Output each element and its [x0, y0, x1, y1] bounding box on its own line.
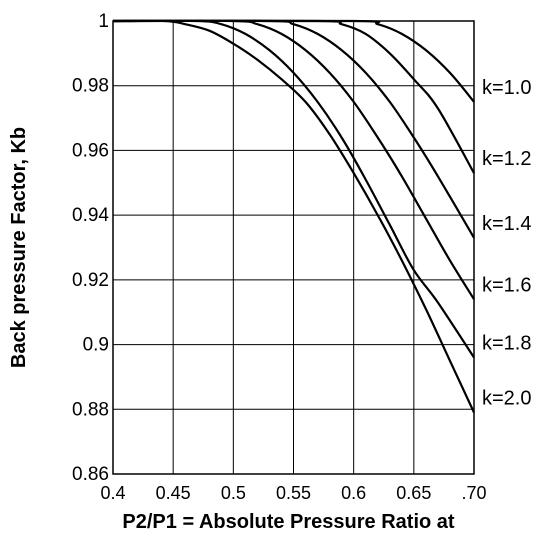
series-layer	[112, 19, 475, 413]
series-label: k=1.0	[482, 77, 531, 99]
series-label: k=1.2	[482, 148, 531, 170]
y-tick-label: 0.88	[72, 399, 109, 420]
y-tick-label: 0.92	[72, 270, 109, 291]
y-tick-label: 0.86	[72, 464, 109, 485]
x-tick-label: 0.65	[396, 483, 431, 503]
y-axis-ticks: 1 0.98 0.96 0.94 0.92 0.9 0.88 0.86	[72, 11, 109, 485]
grid	[112, 20, 475, 475]
series-line	[112, 19, 475, 300]
x-tick-label: .70	[461, 483, 486, 503]
series-label: k=1.4	[482, 213, 531, 235]
y-tick-label: 0.9	[83, 335, 109, 356]
x-tick-label: 0.4	[100, 483, 125, 503]
y-axis-label: Back pressure Factor, Kb	[8, 127, 30, 368]
x-tick-label: 0.6	[341, 483, 366, 503]
x-tick-label: 0.5	[221, 483, 246, 503]
series-label: k=1.8	[482, 333, 531, 355]
x-axis-label: P2/P1 = Absolute Pressure Ratio at	[122, 511, 454, 533]
x-tick-label: 0.45	[156, 483, 191, 503]
y-tick-label: 1	[98, 11, 109, 32]
x-axis-ticks: 0.4 0.45 0.5 0.55 0.6 0.65 .70	[100, 483, 486, 503]
x-tick-label: 0.55	[276, 483, 311, 503]
series-line	[112, 19, 475, 239]
y-tick-label: 0.94	[72, 205, 109, 226]
y-tick-label: 0.96	[72, 140, 109, 161]
series-label: k=2.0	[482, 388, 531, 410]
series-line	[112, 19, 475, 413]
series-label: k=1.6	[482, 274, 531, 296]
y-tick-label: 0.98	[72, 76, 109, 97]
series-line	[112, 19, 475, 359]
series-labels: k=1.0 k=1.2 k=1.4 k=1.6 k=1.8 k=2.0	[482, 77, 531, 410]
